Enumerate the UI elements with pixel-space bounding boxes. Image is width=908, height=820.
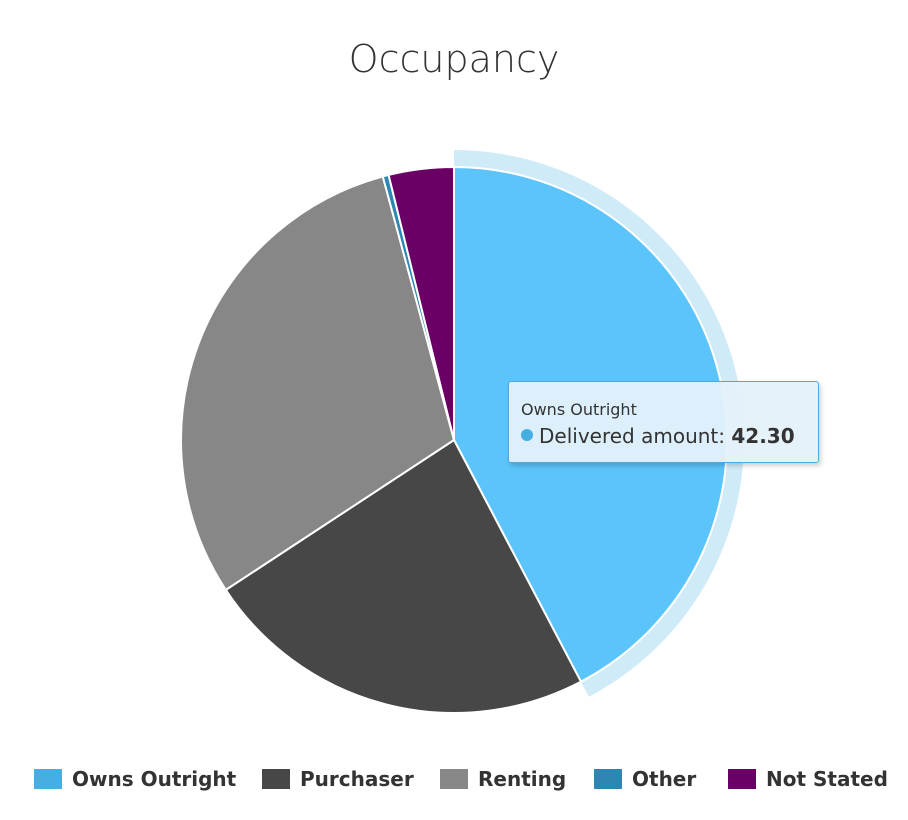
legend-swatch-icon — [262, 769, 290, 789]
legend-label: Purchaser — [300, 767, 414, 791]
legend-swatch-icon — [594, 769, 622, 789]
legend-label: Renting — [478, 767, 567, 791]
legend-item-not-stated[interactable]: Not Stated — [728, 764, 888, 794]
legend-item-renting[interactable]: Renting — [440, 764, 566, 794]
tooltip: Owns Outright Delivered amount: 42.30 — [508, 381, 819, 463]
tooltip-row: Delivered amount: 42.30 — [521, 424, 795, 448]
legend-swatch-icon — [440, 769, 468, 789]
tooltip-header: Owns Outright — [521, 400, 637, 419]
tooltip-series-dot-icon — [521, 429, 533, 441]
legend-label: Owns Outright — [72, 767, 237, 791]
legend-item-owns-outright[interactable]: Owns Outright — [34, 764, 236, 794]
pie-slice-renting[interactable] — [180, 175, 455, 591]
legend-item-purchaser[interactable]: Purchaser — [262, 764, 414, 794]
legend-swatch-icon — [34, 769, 62, 789]
legend-swatch-icon — [728, 769, 756, 789]
pie-slice-purchaser[interactable] — [224, 439, 582, 714]
legend-label: Other — [632, 767, 697, 791]
pie-slice-not-stated[interactable] — [387, 166, 455, 441]
tooltip-value: 42.30 — [731, 424, 795, 448]
chart-title: Occupancy — [349, 37, 560, 81]
legend-item-other[interactable]: Other — [594, 764, 696, 794]
tooltip-series-label: Delivered amount: — [539, 424, 726, 448]
legend-label: Not Stated — [766, 767, 888, 791]
legend: Owns Outright Purchaser Renting Other Not St… — [0, 764, 908, 794]
